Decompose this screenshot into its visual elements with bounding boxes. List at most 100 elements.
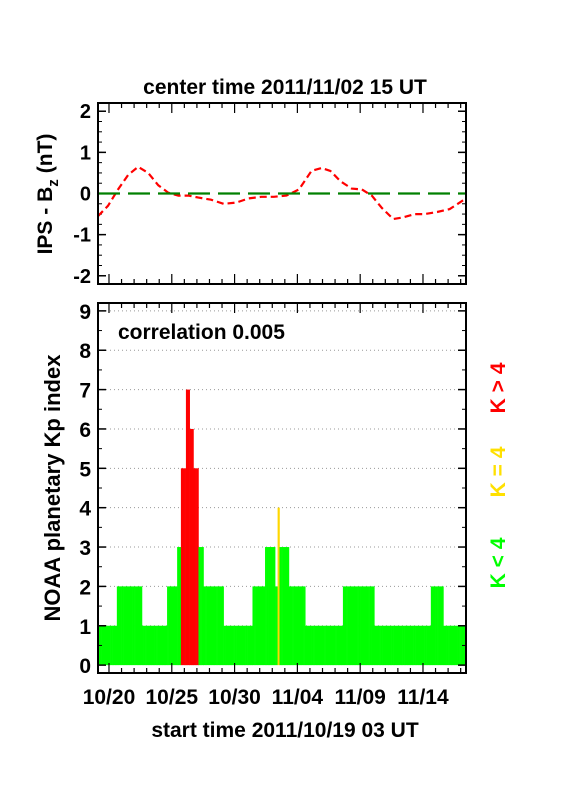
kp-bar	[357, 586, 359, 666]
kp-bar	[214, 586, 217, 666]
kp-bar	[121, 586, 124, 666]
kp-bar	[163, 625, 166, 666]
kp-bar	[239, 625, 242, 666]
top-ylabel-sub: z	[45, 179, 62, 187]
kp-bar	[355, 586, 358, 666]
kp-bar	[141, 625, 144, 666]
kp-bar	[455, 625, 458, 666]
kp-bar	[451, 625, 454, 666]
kp-bar	[415, 625, 417, 666]
kp-bar	[222, 586, 224, 666]
kp-bar	[306, 625, 309, 666]
kp-bar	[171, 586, 174, 666]
kp-bar	[255, 586, 258, 666]
kp-bar	[319, 625, 322, 666]
bottom-ticks	[98, 303, 466, 673]
kp-bar	[311, 625, 314, 666]
kp-bar	[452, 625, 455, 666]
kp-bar	[226, 625, 229, 666]
kp-bar	[444, 625, 447, 666]
kp-bar	[349, 586, 352, 666]
kp-bar	[229, 625, 232, 666]
kp-bar	[134, 586, 136, 666]
kp-bar	[336, 625, 339, 666]
kp-bar	[325, 625, 328, 666]
bottom-xtick-labels: 10/20 10/25 10/30 11/04 11/09 11/14	[83, 686, 449, 709]
bottom-ytick-label: 9	[79, 301, 91, 324]
kp-bar	[347, 586, 350, 666]
kp-bar	[127, 586, 130, 666]
kp-bar	[441, 586, 444, 666]
kp-bar	[203, 547, 204, 666]
kp-bar	[236, 625, 239, 666]
kp-bar	[299, 586, 302, 666]
bottom-xtick-label: 10/20	[83, 686, 136, 709]
kp-bar	[339, 625, 342, 666]
kp-bar	[331, 625, 334, 666]
kp-bar	[438, 586, 441, 666]
kp-bar	[288, 586, 291, 666]
kp-bar	[258, 586, 261, 666]
kp-bar	[459, 625, 461, 666]
kp-bar	[342, 586, 345, 666]
kp-bar	[154, 625, 157, 666]
kp-bar	[107, 625, 110, 666]
kp-bar	[135, 586, 138, 666]
kp-bar	[405, 625, 408, 666]
bottom-xtick-label: 10/25	[146, 686, 199, 709]
kp-bar	[379, 625, 381, 666]
top-ylabel-main: IPS - B	[34, 187, 57, 255]
kp-bar	[366, 586, 369, 666]
kp-bar	[277, 507, 280, 666]
kp-bar	[271, 547, 274, 666]
kp-bar	[151, 625, 154, 666]
kp-bar	[350, 586, 353, 666]
kp-bar	[187, 389, 190, 666]
kp-bar	[313, 625, 315, 666]
kp-bar	[353, 586, 356, 666]
kp-bar	[216, 586, 218, 666]
kp-bar	[268, 547, 271, 666]
top-plot-frame	[97, 102, 467, 285]
kp-bar	[308, 625, 311, 666]
bottom-ytick-label: 1	[79, 616, 91, 639]
kp-bar	[432, 586, 435, 666]
kp-bar	[211, 586, 214, 666]
kp-bar	[314, 625, 317, 666]
kp-bar	[309, 625, 312, 666]
legend: K < 4 K = 4 K > 4	[487, 362, 510, 588]
kp-bar	[290, 586, 293, 666]
kp-bar	[407, 625, 410, 666]
kp-bar	[201, 547, 204, 666]
top-series	[97, 165, 467, 221]
kp-bar	[203, 586, 206, 666]
kp-bar	[328, 625, 331, 666]
kp-bar	[346, 586, 348, 666]
top-ytick-label: -2	[73, 266, 91, 288]
kp-bar	[399, 625, 402, 666]
kp-bar	[416, 625, 419, 666]
kp-bar	[143, 625, 146, 666]
kp-bar	[333, 625, 336, 666]
kp-bar	[248, 625, 251, 666]
kp-bar	[372, 586, 375, 666]
kp-bar	[396, 625, 399, 666]
kp-bar	[282, 547, 285, 666]
bottom-ytick-label: 3	[79, 537, 91, 560]
top-ylabel: IPS - Bz (nT)	[34, 134, 62, 255]
kp-bar	[454, 625, 457, 666]
kp-bar	[231, 625, 234, 666]
bottom-panel: 0 1 2 3 4 5 6 7 8 9 10/20 10/25 10/30 11/04 11/09 11/1…	[40, 301, 510, 742]
top-ytick-label: -1	[73, 225, 91, 247]
kp-bar	[146, 625, 149, 666]
kp-bar	[401, 625, 403, 666]
bottom-xtick-label: 11/09	[334, 686, 385, 709]
kp-bar	[377, 625, 380, 666]
bottom-ytick-labels: 0 1 2 3 4 5 6 7 8 9	[79, 301, 91, 678]
kp-bar	[276, 586, 278, 666]
kp-bar	[118, 586, 121, 666]
bottom-ytick-label: 2	[79, 576, 91, 599]
kp-bar	[449, 625, 452, 666]
kp-bar	[371, 586, 374, 666]
